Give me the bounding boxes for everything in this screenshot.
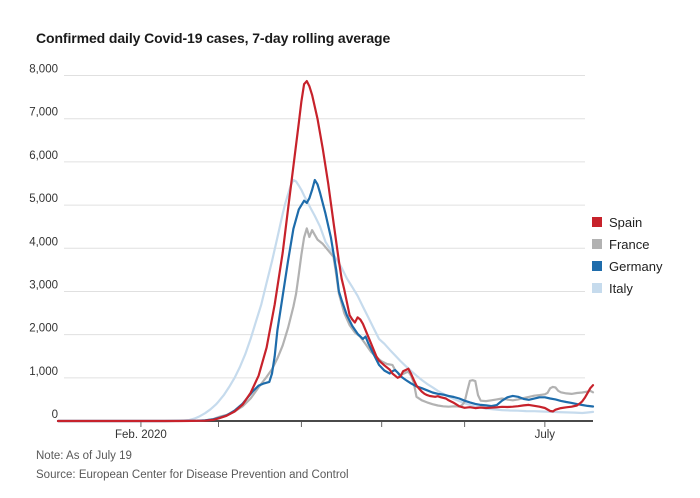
y-tick-label: 0 bbox=[52, 409, 58, 421]
legend-label-germany: Germany bbox=[609, 258, 663, 274]
y-tick-label: 3,000 bbox=[29, 279, 58, 291]
y-tick-label: 8,000 bbox=[29, 64, 58, 76]
legend-swatch-italy bbox=[592, 283, 602, 293]
chart-title: Confirmed daily Covid-19 cases, 7-day ro… bbox=[36, 30, 391, 46]
legend-item-italy: Italy bbox=[592, 277, 662, 299]
chart-note: Note: As of July 19 bbox=[36, 450, 132, 462]
legend-item-france: France bbox=[592, 233, 662, 255]
series-line-france bbox=[56, 227, 595, 423]
legend-swatch-france bbox=[592, 239, 602, 249]
legend-item-germany: Germany bbox=[592, 255, 662, 277]
legend-swatch-germany bbox=[592, 261, 602, 271]
y-tick-label: 6,000 bbox=[29, 150, 58, 162]
y-tick-label: 7,000 bbox=[29, 107, 58, 119]
series-line-spain bbox=[56, 80, 595, 423]
y-tick-label: 4,000 bbox=[29, 236, 58, 248]
legend-item-spain: Spain bbox=[592, 211, 662, 233]
legend-label-france: France bbox=[609, 236, 650, 252]
series-line-italy bbox=[56, 178, 595, 423]
y-tick-label: 2,000 bbox=[29, 323, 58, 335]
legend-swatch-spain bbox=[592, 217, 602, 227]
chart-source: Source: European Center for Disease Prev… bbox=[36, 469, 349, 481]
x-tick-label: Feb. 2020 bbox=[115, 429, 167, 441]
legend-label-italy: Italy bbox=[609, 280, 633, 296]
series-line-germany bbox=[56, 178, 595, 423]
chart-legend: Spain France Germany Italy bbox=[592, 211, 662, 299]
x-tick-label: July bbox=[535, 429, 556, 441]
y-tick-label: 1,000 bbox=[29, 366, 58, 378]
y-tick-label: 5,000 bbox=[29, 193, 58, 205]
legend-label-spain: Spain bbox=[609, 214, 643, 230]
